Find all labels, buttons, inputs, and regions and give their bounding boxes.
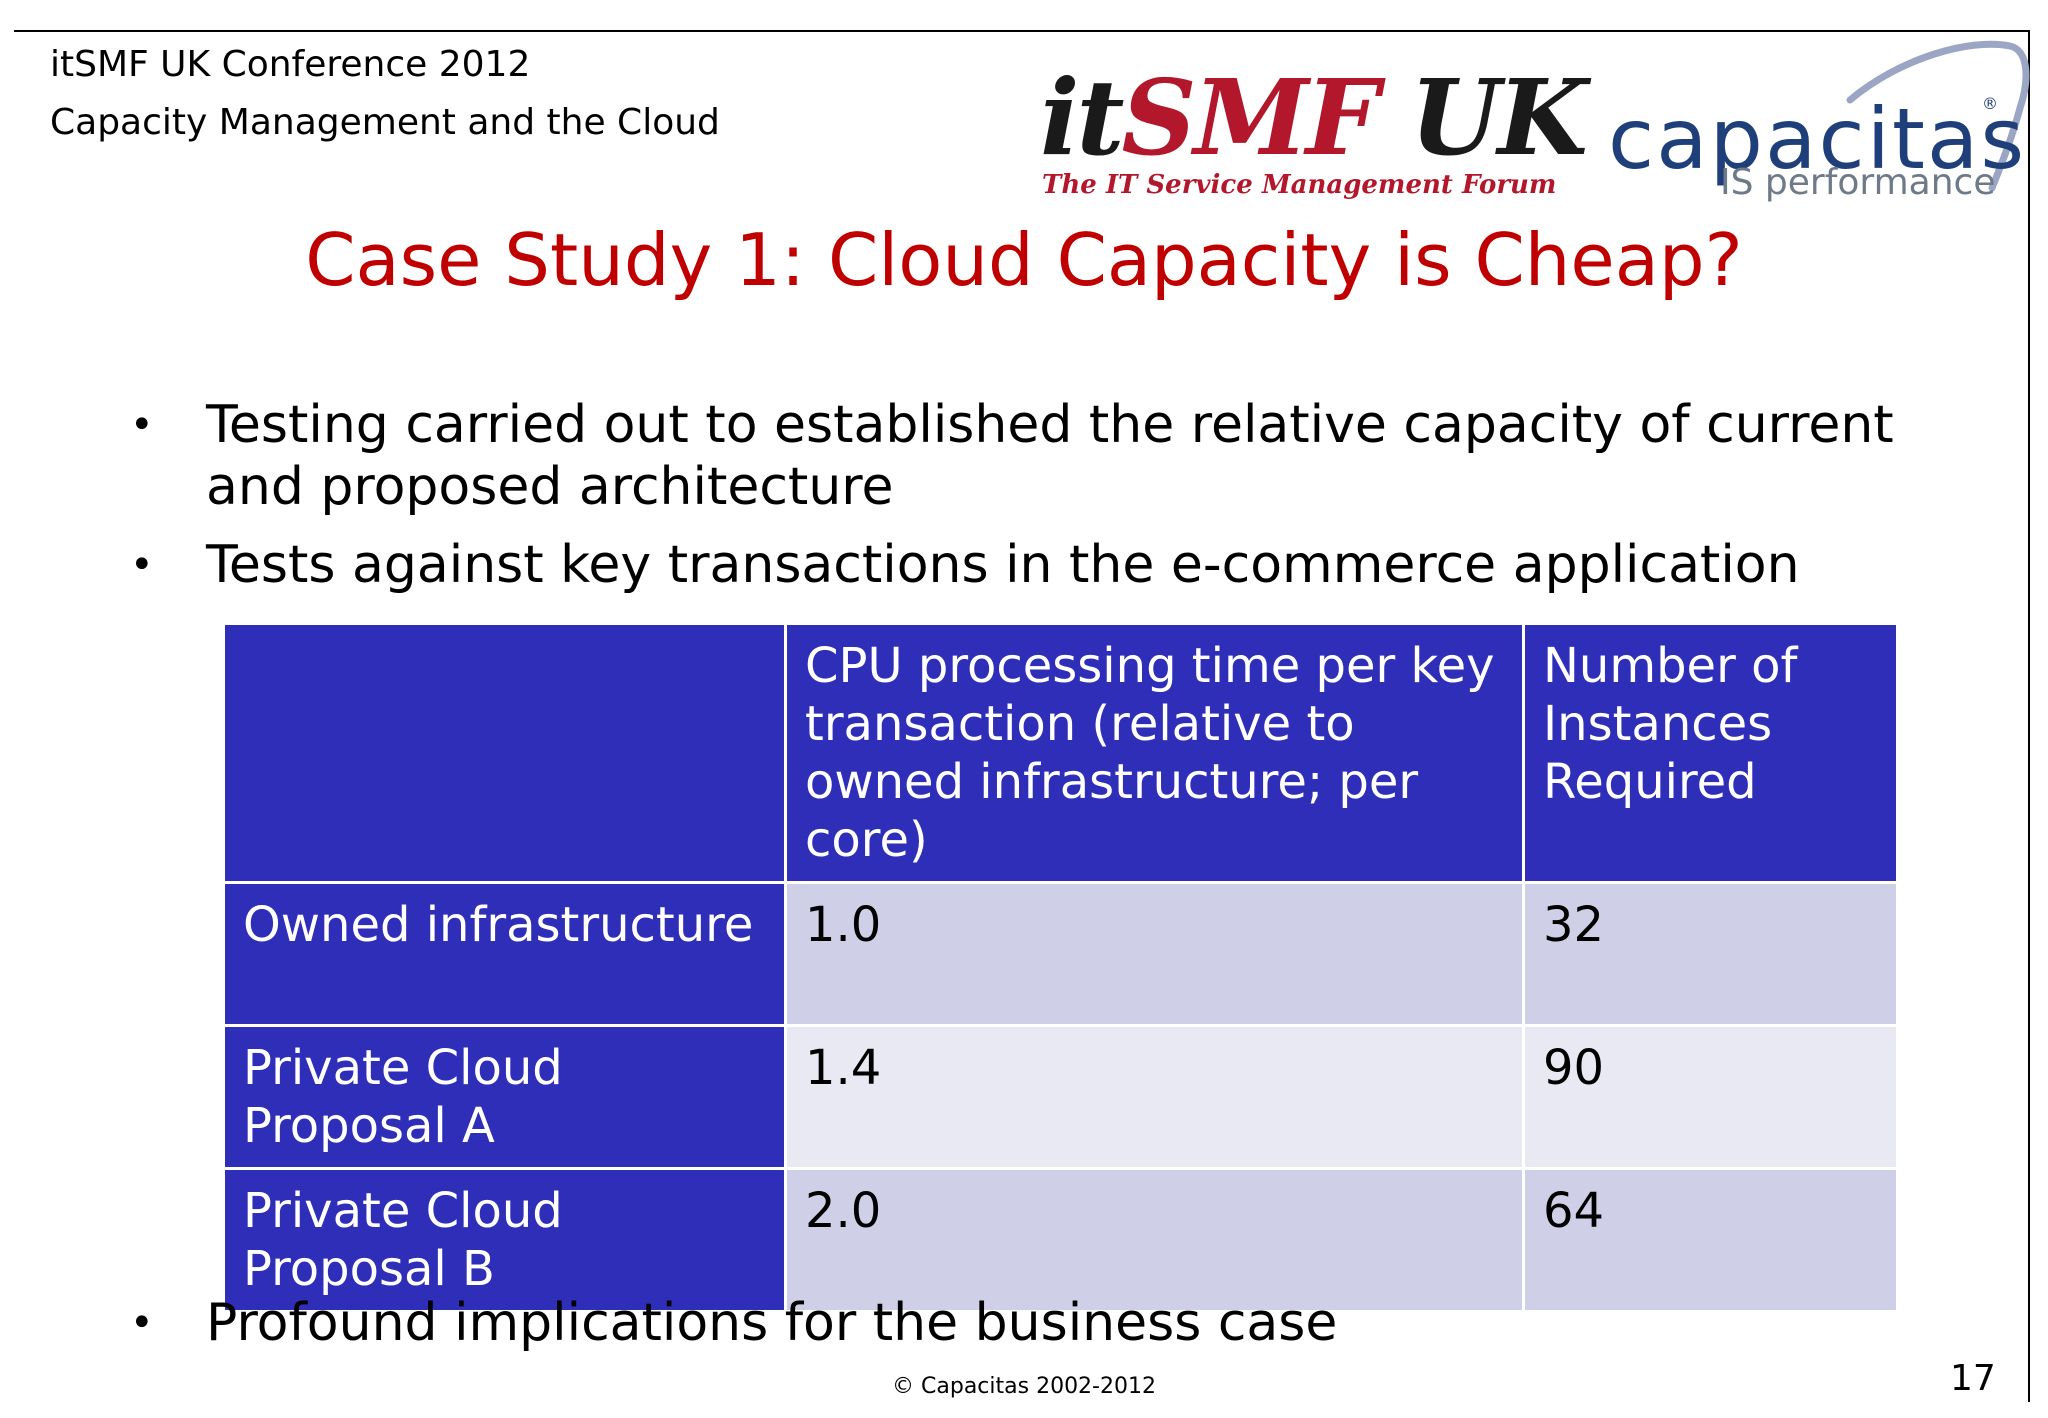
capacitas-registered-mark: ®: [1982, 94, 1998, 113]
bullet-marker: •: [130, 542, 154, 588]
page-number: 17: [1950, 1358, 1996, 1399]
table-header-cpu: CPU processing time per key transaction …: [784, 622, 1525, 884]
table-row-label: Private Cloud Proposal A: [222, 1024, 787, 1170]
table-row: Private Cloud Proposal A 1.4 90: [222, 1024, 1899, 1170]
table-cell-cpu: 2.0: [784, 1167, 1525, 1313]
header-conference-name: itSMF UK Conference 2012: [50, 44, 531, 85]
header-talk-title: Capacity Management and the Cloud: [50, 102, 720, 143]
table-row: Owned infrastructure 1.0 32: [222, 881, 1899, 1027]
capacitas-swoosh-icon: [1846, 40, 2030, 192]
table-header-instances: Number of Instances Required: [1522, 622, 1899, 884]
slide-title: Case Study 1: Cloud Capacity is Cheap?: [305, 218, 1743, 302]
table-row-label: Owned infrastructure: [222, 881, 787, 1027]
capacitas-logo: capacitas ® IS performance: [1600, 38, 2030, 208]
table-cell-cpu: 1.4: [784, 1024, 1525, 1170]
itsmf-logo-part-uk: UK: [1376, 56, 1588, 179]
capacitas-logo-tagline: IS performance: [1720, 162, 1996, 203]
table-cell-instances: 32: [1522, 881, 1899, 1027]
capacity-comparison-table: CPU processing time per key transaction …: [222, 622, 1899, 1313]
bullet-text: Tests against key transactions in the e-…: [206, 535, 1800, 595]
capacitas-logo-wordmark: capacitas: [1608, 90, 2027, 188]
table-cell-instances: 90: [1522, 1024, 1899, 1170]
bullet-text: Testing carried out to established the r…: [206, 395, 1894, 517]
bullet-marker: •: [130, 1300, 154, 1346]
itsmf-logo-wordmark: itSMF UK: [1040, 56, 1588, 179]
bullet-marker: •: [130, 402, 154, 448]
top-border-line: [14, 30, 2030, 32]
table-row-label: Private Cloud Proposal B: [222, 1167, 787, 1313]
table-header-empty-cell: [222, 622, 787, 884]
itsmf-logo-part-it: it: [1040, 56, 1125, 179]
itsmf-logo-part-smf: SMF: [1121, 56, 1380, 179]
bullet-text: Profound implications for the business c…: [206, 1293, 1338, 1353]
table-cell-instances: 64: [1522, 1167, 1899, 1313]
right-border-line: [2028, 30, 2030, 1402]
table-cell-cpu: 1.0: [784, 881, 1525, 1027]
itsmf-uk-logo: itSMF UK The IT Service Management Forum: [1040, 58, 1588, 208]
table-header-row: CPU processing time per key transaction …: [222, 622, 1899, 884]
table-row: Private Cloud Proposal B 2.0 64: [222, 1167, 1899, 1313]
footer-copyright: © Capacitas 2002-2012: [892, 1374, 1156, 1399]
itsmf-logo-tagline: The IT Service Management Forum: [1042, 170, 1557, 200]
